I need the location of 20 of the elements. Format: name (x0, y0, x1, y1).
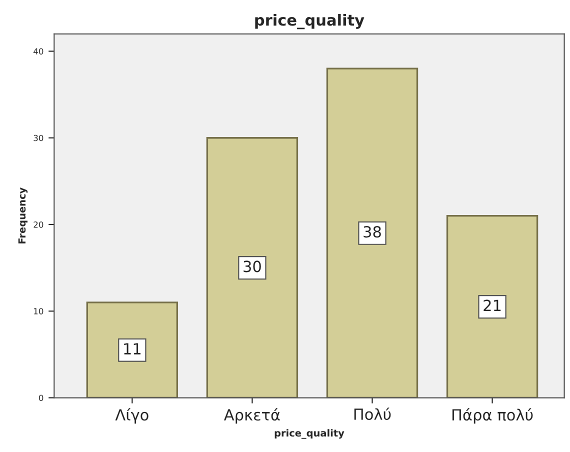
y-tick-label: 30 (34, 134, 44, 142)
data-label: 11 (124, 343, 140, 354)
x-axis-title: price_quality (274, 429, 344, 439)
y-tick-label: 20 (34, 221, 44, 228)
data-label: 30 (244, 260, 261, 272)
x-tick-label: Πάρα πολύ (452, 408, 533, 424)
y-tick-label: 10 (34, 308, 44, 314)
data-label: 38 (364, 226, 381, 238)
y-tick-label: 40 (34, 48, 44, 55)
y-axis-title: Frequency (18, 188, 28, 244)
bar (326, 68, 418, 398)
chart-title: price_quality (255, 14, 364, 30)
x-tick-label: Αρκετά (224, 408, 280, 424)
x-tick-label: Πολύ (354, 408, 391, 420)
y-tick-label: 0 (38, 394, 44, 402)
bar (446, 214, 538, 398)
bar (86, 302, 178, 398)
bar (206, 137, 298, 398)
data-label: 21 (484, 300, 501, 312)
x-tick-label: Λίγο (115, 408, 148, 424)
